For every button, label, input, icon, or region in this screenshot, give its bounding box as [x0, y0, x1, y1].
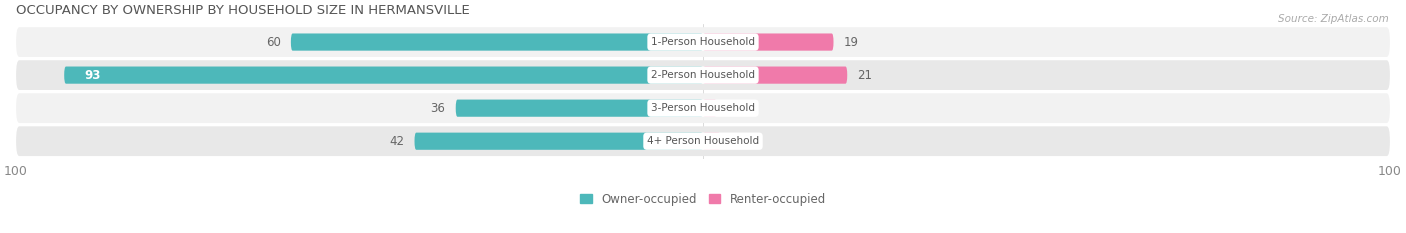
Text: 93: 93: [84, 69, 101, 82]
Text: 3-Person Household: 3-Person Household: [651, 103, 755, 113]
Text: 42: 42: [389, 135, 404, 148]
FancyBboxPatch shape: [291, 34, 703, 51]
Text: Source: ZipAtlas.com: Source: ZipAtlas.com: [1278, 14, 1389, 24]
FancyBboxPatch shape: [15, 60, 1391, 90]
Text: 19: 19: [844, 36, 859, 48]
FancyBboxPatch shape: [15, 93, 1391, 123]
Text: OCCUPANCY BY OWNERSHIP BY HOUSEHOLD SIZE IN HERMANSVILLE: OCCUPANCY BY OWNERSHIP BY HOUSEHOLD SIZE…: [15, 4, 470, 17]
FancyBboxPatch shape: [703, 133, 720, 150]
Text: 2: 2: [727, 102, 734, 115]
FancyBboxPatch shape: [65, 66, 703, 84]
FancyBboxPatch shape: [456, 99, 703, 117]
Text: 1-Person Household: 1-Person Household: [651, 37, 755, 47]
FancyBboxPatch shape: [15, 27, 1391, 57]
FancyBboxPatch shape: [415, 133, 703, 150]
FancyBboxPatch shape: [703, 34, 834, 51]
Text: 21: 21: [858, 69, 873, 82]
Legend: Owner-occupied, Renter-occupied: Owner-occupied, Renter-occupied: [575, 188, 831, 210]
FancyBboxPatch shape: [703, 66, 848, 84]
Text: 4+ Person Household: 4+ Person Household: [647, 136, 759, 146]
Text: 2-Person Household: 2-Person Household: [651, 70, 755, 80]
FancyBboxPatch shape: [703, 99, 717, 117]
Text: 36: 36: [430, 102, 446, 115]
Text: 60: 60: [266, 36, 281, 48]
FancyBboxPatch shape: [15, 126, 1391, 156]
Text: 0: 0: [731, 135, 738, 148]
